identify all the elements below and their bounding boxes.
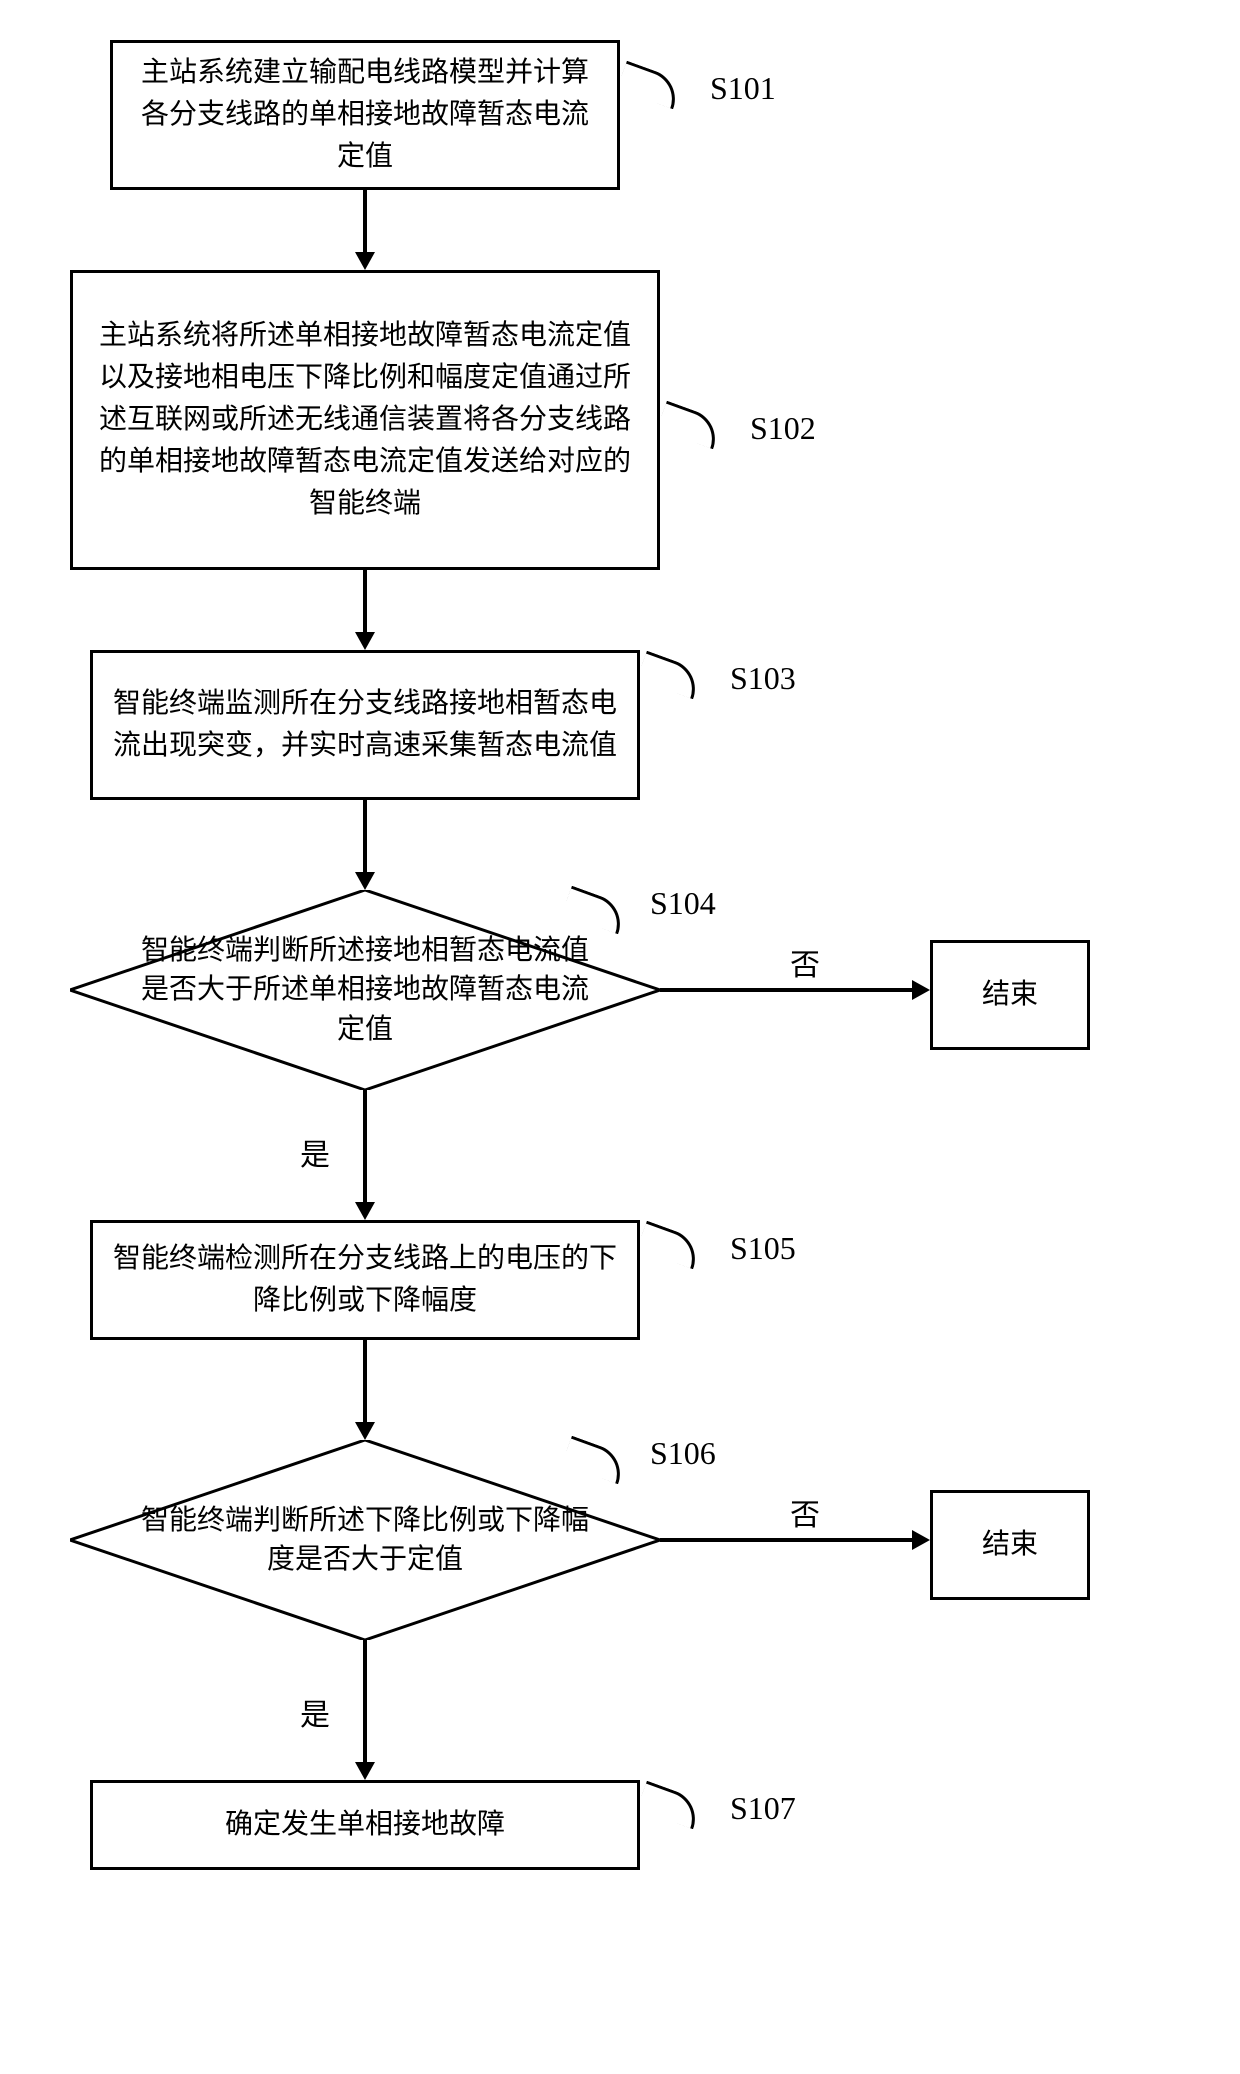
- edge: [363, 1340, 367, 1422]
- label-connector: [617, 61, 684, 110]
- edge: [363, 1090, 367, 1202]
- label-connector: [637, 651, 704, 700]
- arrow-head: [355, 1202, 375, 1220]
- node-text: 智能终端监测所在分支线路接地相暂态电流出现突变，并实时高速采集暂态电流值: [111, 683, 619, 767]
- arrow-head: [355, 1762, 375, 1780]
- arrow-head: [355, 252, 375, 270]
- step-label-s103: S103: [730, 660, 796, 697]
- edge: [363, 570, 367, 632]
- node-text: 智能终端判断所述接地相暂态电流值是否大于所述单相接地故障暂态电流定值: [130, 931, 600, 1049]
- node-text: 确定发生单相接地故障: [225, 1804, 505, 1846]
- label-connector: [657, 401, 724, 450]
- arrow-head: [355, 632, 375, 650]
- label-connector: [637, 1221, 704, 1270]
- flowchart-container: 主站系统建立输配电线路模型并计算各分支线路的单相接地故障暂态电流定值 S101 …: [70, 40, 1170, 1990]
- node-text: 结束: [982, 974, 1038, 1016]
- edge: [363, 1640, 367, 1762]
- node-s107: 确定发生单相接地故障: [90, 1780, 640, 1870]
- step-label-s101: S101: [710, 70, 776, 107]
- node-s105: 智能终端检测所在分支线路上的电压的下降比例或下降幅度: [90, 1220, 640, 1340]
- node-s103: 智能终端监测所在分支线路接地相暂态电流出现突变，并实时高速采集暂态电流值: [90, 650, 640, 800]
- step-label-s105: S105: [730, 1230, 796, 1267]
- node-text: 主站系统将所述单相接地故障暂态电流定值以及接地相电压下降比例和幅度定值通过所述互…: [91, 315, 639, 525]
- edge-label-yes: 是: [300, 1130, 330, 1174]
- node-s102: 主站系统将所述单相接地故障暂态电流定值以及接地相电压下降比例和幅度定值通过所述互…: [70, 270, 660, 570]
- node-end1: 结束: [930, 940, 1090, 1050]
- node-end2: 结束: [930, 1490, 1090, 1600]
- node-s104: 智能终端判断所述接地相暂态电流值是否大于所述单相接地故障暂态电流定值: [70, 890, 660, 1090]
- edge: [363, 190, 367, 252]
- edge-label-no: 否: [790, 940, 820, 984]
- edge: [363, 800, 367, 872]
- node-text: 结束: [982, 1524, 1038, 1566]
- node-text: 智能终端判断所述下降比例或下降幅度是否大于定值: [130, 1501, 600, 1579]
- node-s106: 智能终端判断所述下降比例或下降幅度是否大于定值: [70, 1440, 660, 1640]
- step-label-s107: S107: [730, 1790, 796, 1827]
- node-s101: 主站系统建立输配电线路模型并计算各分支线路的单相接地故障暂态电流定值: [110, 40, 620, 190]
- edge: [660, 1538, 912, 1542]
- arrow-head: [355, 872, 375, 890]
- edge-label-no: 否: [790, 1490, 820, 1534]
- step-label-s102: S102: [750, 410, 816, 447]
- arrow-head: [912, 1530, 930, 1550]
- step-label-s106: S106: [650, 1435, 716, 1472]
- label-connector: [637, 1781, 704, 1830]
- step-label-s104: S104: [650, 885, 716, 922]
- arrow-head: [355, 1422, 375, 1440]
- node-text: 智能终端检测所在分支线路上的电压的下降比例或下降幅度: [111, 1238, 619, 1322]
- edge-label-yes: 是: [300, 1690, 330, 1734]
- edge: [660, 988, 912, 992]
- node-text: 主站系统建立输配电线路模型并计算各分支线路的单相接地故障暂态电流定值: [131, 52, 599, 178]
- arrow-head: [912, 980, 930, 1000]
